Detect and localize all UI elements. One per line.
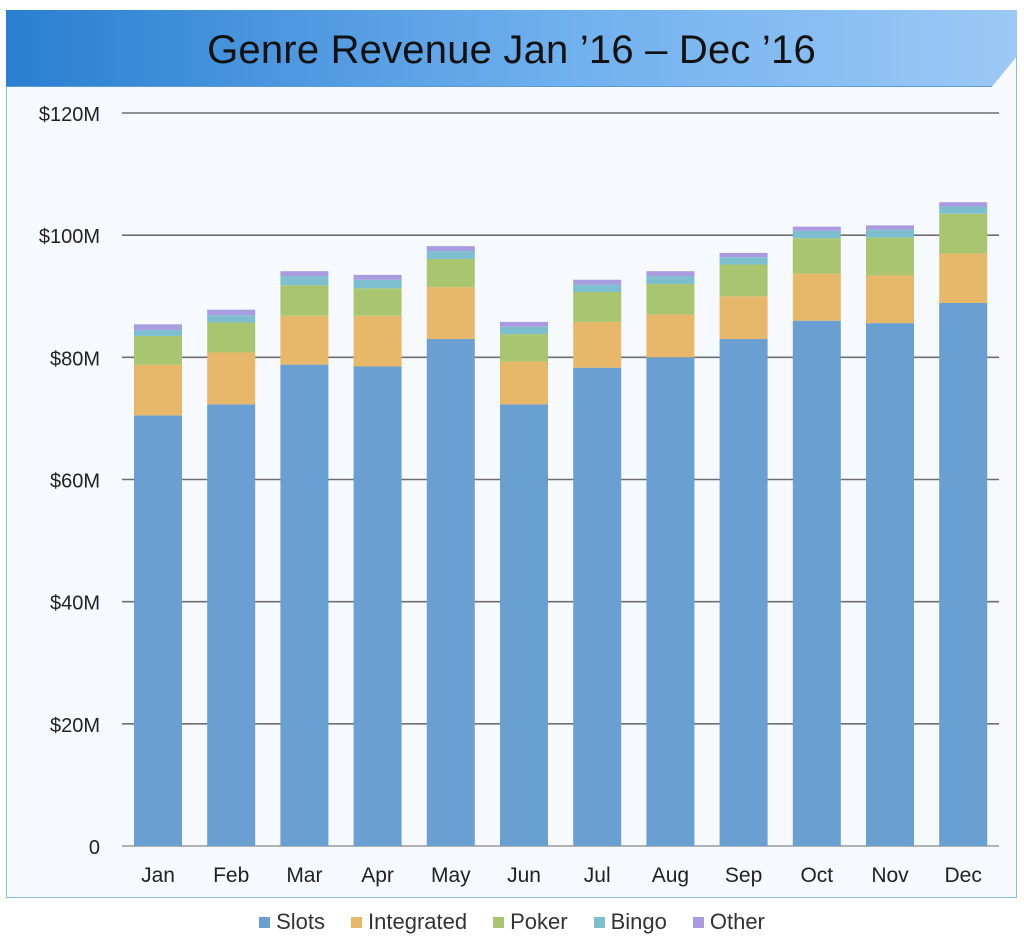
legend-item: Poker bbox=[493, 909, 568, 935]
x-tick-label: Jun bbox=[507, 864, 541, 887]
bar-segment-other bbox=[134, 324, 182, 330]
bar-segment-other bbox=[939, 202, 988, 207]
bar-segment-other bbox=[500, 321, 548, 327]
bar-segment-bingo bbox=[792, 230, 841, 239]
x-tick-label: Nov bbox=[871, 864, 909, 887]
bar-segment-bingo bbox=[353, 279, 402, 289]
y-tick-label: $100M bbox=[39, 226, 100, 248]
bar-segment-poker bbox=[792, 238, 841, 274]
x-tick-label: Apr bbox=[361, 864, 394, 887]
x-tick-label: Sep bbox=[725, 864, 762, 887]
bar-segment-slots bbox=[134, 415, 182, 846]
x-tick-label: Dec bbox=[945, 864, 982, 887]
bar-segment-slots bbox=[207, 404, 256, 846]
bar-segment-other bbox=[353, 274, 402, 280]
bar-segment-integrated bbox=[573, 321, 622, 368]
bar-segment-poker bbox=[500, 334, 548, 362]
bar-segment-poker bbox=[719, 264, 768, 297]
bar-segment-other bbox=[792, 226, 841, 231]
bar-segment-other bbox=[280, 271, 329, 277]
x-tick-label: Feb bbox=[213, 864, 249, 887]
y-tick-label: $80M bbox=[50, 348, 100, 370]
x-tick-label: Aug bbox=[652, 864, 689, 887]
bar-segment-poker bbox=[353, 288, 402, 316]
bar-segment-poker bbox=[280, 285, 329, 316]
bar-segment-poker bbox=[134, 335, 182, 365]
bar-segment-slots bbox=[353, 366, 402, 846]
legend-item: Bingo bbox=[593, 909, 667, 935]
bar-segment-bingo bbox=[573, 284, 622, 292]
x-tick-label: Oct bbox=[800, 864, 833, 887]
bar-segment-bingo bbox=[207, 315, 256, 323]
bar-segment-other bbox=[719, 252, 768, 258]
bar-segment-integrated bbox=[353, 315, 402, 367]
bar-segment-integrated bbox=[866, 275, 914, 324]
legend-swatch bbox=[493, 916, 505, 928]
bar-segment-other bbox=[646, 271, 695, 277]
legend-label: Other bbox=[709, 909, 765, 934]
bar-segment-integrated bbox=[939, 253, 988, 303]
bar-segment-poker bbox=[939, 213, 988, 254]
bar-segment-slots bbox=[939, 302, 988, 846]
bar-segment-bingo bbox=[646, 276, 695, 285]
x-tick-label: Mar bbox=[286, 864, 322, 887]
bar-segment-integrated bbox=[207, 352, 256, 405]
bar-segment-integrated bbox=[646, 314, 695, 358]
legend-item: Slots bbox=[259, 909, 325, 935]
bar-segment-bingo bbox=[719, 257, 768, 265]
bar-segment-poker bbox=[426, 258, 475, 288]
bar-segment-poker bbox=[646, 284, 695, 315]
bar-segment-poker bbox=[866, 237, 914, 276]
bar-segment-slots bbox=[573, 367, 622, 846]
legend-swatch bbox=[259, 916, 271, 928]
bar-segment-slots bbox=[426, 339, 475, 846]
bar-segment-other bbox=[866, 225, 914, 230]
bar-segment-other bbox=[426, 246, 475, 252]
bar-segment-other bbox=[573, 279, 622, 285]
bar-segment-slots bbox=[646, 357, 695, 846]
y-tick-label: $60M bbox=[50, 471, 100, 493]
legend-label: Slots bbox=[276, 909, 326, 934]
chart-legend: Slots Integrated Poker Bingo Other bbox=[0, 906, 1024, 938]
legend-label: Poker bbox=[510, 909, 568, 934]
bar-segment-slots bbox=[500, 404, 548, 846]
chart-title: Genre Revenue Jan ’16 – Dec ’16 bbox=[207, 28, 816, 72]
bar-segment-bingo bbox=[280, 276, 329, 286]
x-tick-label: Jan bbox=[141, 864, 175, 887]
legend-swatch bbox=[351, 916, 363, 928]
bar-segment-integrated bbox=[426, 287, 475, 340]
bar-segment-integrated bbox=[719, 296, 768, 340]
legend-swatch bbox=[692, 916, 704, 928]
bar-segment-poker bbox=[207, 322, 256, 353]
bar-segment-slots bbox=[280, 364, 329, 846]
bar-segment-slots bbox=[719, 339, 768, 846]
bar-segment-other bbox=[207, 309, 256, 316]
y-tick-label: 0 bbox=[89, 837, 100, 859]
bar-segment-integrated bbox=[500, 361, 548, 405]
bar-segment-poker bbox=[573, 291, 622, 322]
bar-segment-integrated bbox=[134, 364, 182, 416]
bar-segment-bingo bbox=[500, 326, 548, 335]
bar-segment-bingo bbox=[426, 251, 475, 259]
x-tick-label: May bbox=[431, 864, 471, 887]
legend-swatch bbox=[593, 916, 605, 928]
bar-segment-integrated bbox=[280, 315, 329, 365]
y-tick-label: $120M bbox=[39, 104, 100, 126]
legend-item: Other bbox=[692, 909, 765, 935]
bar-segment-slots bbox=[866, 323, 914, 846]
chart-title-bar bbox=[6, 10, 1017, 87]
bar-segment-bingo bbox=[134, 329, 182, 336]
bar-segment-bingo bbox=[939, 206, 988, 214]
legend-item: Integrated bbox=[351, 909, 467, 935]
y-tick-label: $20M bbox=[50, 715, 100, 737]
bar-segment-slots bbox=[792, 320, 841, 846]
legend-label: Integrated bbox=[368, 909, 468, 934]
bar-segment-integrated bbox=[792, 273, 841, 321]
legend-label: Bingo bbox=[610, 909, 667, 934]
y-tick-label: $40M bbox=[50, 593, 100, 615]
bar-segment-bingo bbox=[866, 229, 914, 238]
x-tick-label: Jul bbox=[584, 864, 611, 887]
